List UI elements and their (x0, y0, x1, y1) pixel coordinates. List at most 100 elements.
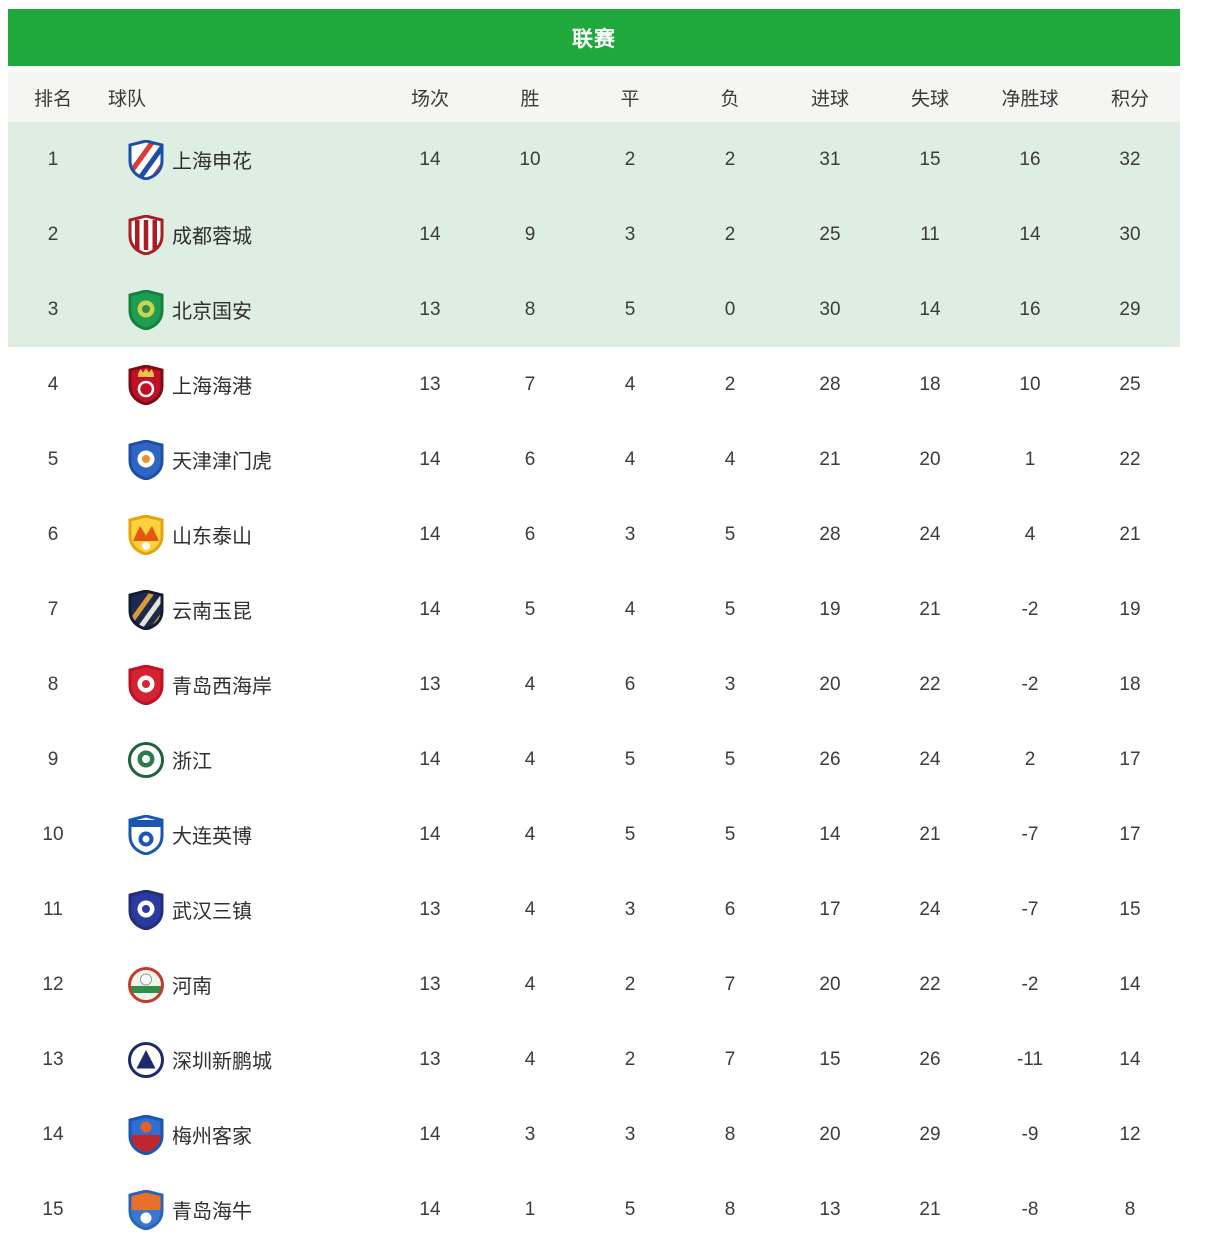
stat-won: 10 (519, 148, 541, 170)
stat-goals_for: 30 (819, 298, 841, 320)
shanghai-port-crest (128, 364, 164, 405)
stat-lost: 4 (724, 448, 736, 470)
stat-goal_diff: -2 (1021, 598, 1039, 620)
table-row[interactable]: 11 武汉三镇 13 4 3 6 17 24 -7 15 (8, 872, 1180, 947)
meizhou-hakka-crest (128, 1114, 164, 1155)
stat-drawn: 2 (624, 973, 636, 995)
stat-drawn: 4 (624, 598, 636, 620)
stat-goals_for: 17 (819, 898, 841, 920)
stat-drawn: 3 (624, 523, 636, 545)
stat-drawn: 4 (624, 373, 636, 395)
wuhan-three-towns-crest (128, 889, 164, 930)
table-row[interactable]: 3 北京国安 13 8 5 0 30 14 16 29 (8, 272, 1180, 347)
tianjin-jinmen-tiger-crest (128, 439, 164, 480)
stat-goals_for: 28 (819, 373, 841, 395)
table-row[interactable]: 8 青岛西海岸 13 4 6 3 20 22 -2 18 (8, 647, 1180, 722)
stat-drawn: 5 (624, 1198, 636, 1220)
table-row[interactable]: 12 河南 13 4 2 7 20 22 -2 14 (8, 947, 1180, 1022)
table-row[interactable]: 6 山东泰山 14 6 3 5 28 24 4 21 (8, 497, 1180, 572)
stat-points: 17 (1119, 823, 1141, 845)
stat-lost: 8 (724, 1123, 736, 1145)
rank-value: 8 (47, 673, 59, 695)
team-cell: 河南 (98, 965, 380, 1005)
table-row[interactable]: 9 浙江 14 4 5 5 26 24 2 17 (8, 722, 1180, 797)
stat-goals_for: 31 (819, 148, 841, 170)
table-row[interactable]: 4 上海海港 13 7 4 2 28 18 10 25 (8, 347, 1180, 422)
stat-lost: 0 (724, 298, 736, 320)
stat-goals_against: 24 (919, 898, 941, 920)
team-name: 深圳新鹏城 (172, 1051, 272, 1073)
rank-value: 2 (47, 223, 59, 245)
stat-points: 15 (1119, 898, 1141, 920)
beijing-guoan-crest (128, 289, 164, 330)
stat-played: 13 (419, 673, 441, 695)
stat-played: 13 (419, 898, 441, 920)
stat-points: 18 (1119, 673, 1141, 695)
team-name: 天津津门虎 (172, 451, 272, 473)
table-row[interactable]: 1 上海申花 14 10 2 2 31 15 16 32 (8, 122, 1180, 197)
table-body: 1 上海申花 14 10 2 2 31 15 16 32 2 成都蓉城 14 9 3 2 25 11 14 30 3 北京… (8, 122, 1180, 1239)
stat-goals_against: 11 (920, 223, 940, 245)
team-cell: 青岛西海岸 (98, 664, 380, 705)
stat-played: 14 (419, 523, 441, 545)
stat-goal_diff: -9 (1021, 1123, 1039, 1145)
team-cell: 青岛海牛 (98, 1189, 380, 1230)
table-row[interactable]: 13 深圳新鹏城 13 4 2 7 15 26 -11 14 (8, 1022, 1180, 1097)
stat-goals_for: 19 (819, 598, 841, 620)
stat-goals_against: 22 (919, 673, 941, 695)
stat-drawn: 3 (624, 898, 636, 920)
stat-won: 4 (524, 823, 536, 845)
stat-played: 14 (419, 1198, 441, 1220)
rank-value: 15 (42, 1198, 64, 1220)
stat-goals_against: 22 (919, 973, 941, 995)
stat-goals_for: 21 (819, 448, 841, 470)
stat-played: 13 (419, 1048, 441, 1070)
stat-played: 13 (419, 298, 441, 320)
stat-lost: 2 (724, 373, 736, 395)
team-name: 青岛海牛 (172, 1201, 252, 1223)
stat-points: 14 (1119, 973, 1141, 995)
table-row[interactable]: 5 天津津门虎 14 6 4 4 21 20 1 22 (8, 422, 1180, 497)
table-row[interactable]: 14 梅州客家 14 3 3 8 20 29 -9 12 (8, 1097, 1180, 1172)
team-cell: 北京国安 (98, 289, 380, 330)
stat-goal_diff: -2 (1021, 673, 1039, 695)
stat-goals_against: 29 (919, 1123, 941, 1145)
stat-points: 21 (1119, 523, 1141, 545)
stat-lost: 3 (724, 673, 736, 695)
stat-drawn: 3 (624, 223, 636, 245)
stat-played: 14 (419, 148, 441, 170)
stat-points: 32 (1119, 148, 1141, 170)
stat-points: 22 (1119, 448, 1141, 470)
stat-lost: 5 (724, 598, 736, 620)
stat-drawn: 5 (624, 748, 636, 770)
dalian-yingbo-crest (128, 814, 164, 855)
rank-value: 6 (47, 523, 59, 545)
stat-drawn: 5 (624, 823, 636, 845)
rank-value: 3 (47, 298, 59, 320)
stat-won: 7 (524, 373, 536, 395)
stat-goals_against: 26 (919, 1048, 941, 1070)
shandong-taishan-crest (128, 514, 164, 555)
table-row[interactable]: 10 大连英博 14 4 5 5 14 21 -7 17 (8, 797, 1180, 872)
column-header-0: 排名 (33, 88, 72, 110)
stat-goals_for: 20 (819, 973, 841, 995)
stat-goal_diff: 4 (1024, 523, 1036, 545)
stat-won: 4 (524, 973, 536, 995)
team-cell: 武汉三镇 (98, 889, 380, 930)
table-row[interactable]: 7 云南玉昆 14 5 4 5 19 21 -2 19 (8, 572, 1180, 647)
stat-played: 13 (419, 973, 441, 995)
stat-goal_diff: 16 (1019, 298, 1041, 320)
table-row[interactable]: 2 成都蓉城 14 9 3 2 25 11 14 30 (8, 197, 1180, 272)
table-row[interactable]: 15 青岛海牛 14 1 5 8 13 21 -8 8 (8, 1172, 1180, 1239)
stat-goals_for: 13 (819, 1198, 841, 1220)
stat-goals_against: 21 (919, 823, 941, 845)
stat-won: 9 (524, 223, 536, 245)
stat-goal_diff: 10 (1019, 373, 1041, 395)
stat-played: 13 (419, 373, 441, 395)
rank-value: 11 (43, 898, 63, 920)
stat-goals_against: 21 (919, 1198, 941, 1220)
stat-won: 5 (524, 598, 536, 620)
team-cell: 上海申花 (98, 139, 380, 180)
column-header-1: 球队 (108, 88, 147, 110)
stat-points: 19 (1119, 598, 1141, 620)
